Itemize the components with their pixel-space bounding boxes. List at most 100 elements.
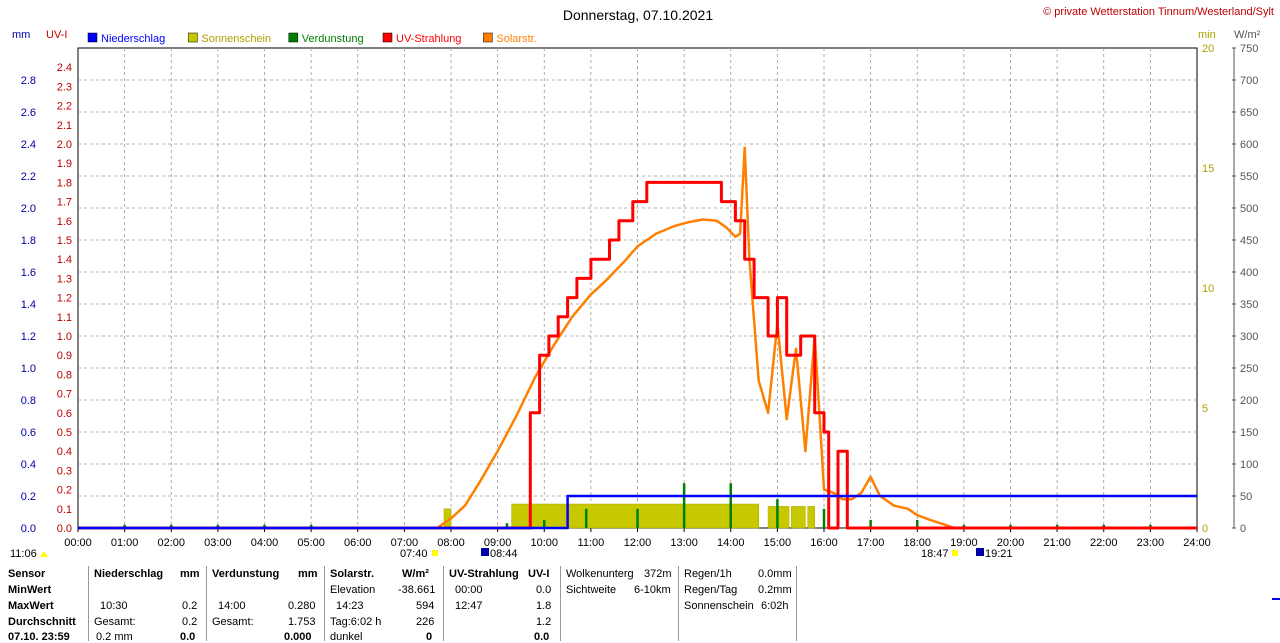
solar-unit: W/m²	[402, 568, 429, 580]
solar-cur-val: 0	[426, 631, 432, 643]
x-tick-label: 11:00	[578, 537, 605, 549]
legend-label: Sonnenschein	[201, 33, 271, 45]
solar-elev-label: Elevation	[330, 584, 375, 596]
verdunstung-unit: mm	[298, 568, 318, 580]
uv-tick-label: 1.3	[57, 273, 72, 285]
uv-tick-label: 1.8	[57, 177, 72, 189]
uv-tick-label: 1.7	[57, 197, 72, 209]
x-tick-label: 13:00	[670, 537, 698, 549]
wm2-tick-label: 500	[1240, 203, 1258, 215]
chart-grid	[78, 48, 1197, 528]
mm-tick-label: 1.8	[21, 235, 36, 247]
niederschlag-max-val: 0.2	[182, 600, 197, 612]
x-tick-label: 23:00	[1137, 537, 1165, 549]
copyright-text: © private Wetterstation Tinnum/Westerlan…	[1043, 6, 1274, 18]
uv-tick-label: 1.0	[57, 331, 72, 343]
solar-elev-val: -38.661	[398, 584, 435, 596]
unit-wm2: W/m²	[1234, 29, 1261, 41]
uv-max-time: 12:47	[455, 600, 483, 612]
legend-swatch	[383, 33, 392, 42]
uv-start-time: 08:44	[490, 548, 518, 560]
sunrise-icon	[432, 550, 438, 556]
x-tick-label: 17:00	[857, 537, 885, 549]
solar-day-label: Tag:6:02 h	[330, 616, 381, 628]
x-tick-label: 19:00	[950, 537, 978, 549]
x-tick-label: 15:00	[764, 537, 792, 549]
uv-tick-label: 0.2	[57, 485, 72, 497]
min-tick-label: 5	[1202, 403, 1208, 415]
x-tick-label: 04:00	[251, 537, 279, 549]
uv-end-icon	[976, 548, 984, 556]
niederschlag-sum-label: Gesamt:	[94, 616, 136, 628]
solar-cur-label: dunkel	[330, 631, 362, 643]
x-tick-label: 05:00	[297, 537, 325, 549]
niederschlag-cur-diff: 0.0	[180, 631, 195, 643]
uv-tick-label: 0.4	[57, 446, 72, 458]
legend-label: UV-Strahlung	[396, 33, 461, 45]
wm2-tick-label: 350	[1240, 299, 1258, 311]
sunshine-bar	[512, 504, 759, 528]
uv-tick-label: 1.5	[57, 235, 72, 247]
x-tick-label: 06:00	[344, 537, 372, 549]
uv-min-val: 0.0	[536, 584, 551, 596]
uv-tick-label: 1.2	[57, 293, 72, 305]
mm-tick-label: 1.4	[21, 299, 36, 311]
x-tick-label: 02:00	[157, 537, 185, 549]
wm2-tick-label: 250	[1240, 363, 1258, 375]
mm-tick-label: 0.0	[21, 523, 36, 535]
row-label-sensor: Sensor	[8, 568, 45, 580]
uv-tick-label: 1.4	[57, 254, 72, 266]
uv-tick-label: 2.2	[57, 101, 72, 113]
uv-tick-label: 0.7	[57, 389, 72, 401]
uv-tick-label: 1.1	[57, 312, 72, 324]
row-label-avg: Durchschnitt	[8, 616, 76, 628]
regen-tag-label: Regen/Tag	[684, 584, 737, 596]
wm2-tick-label: 400	[1240, 267, 1258, 279]
niederschlag-max-time: 10:30	[100, 600, 128, 612]
x-tick-label: 01:00	[111, 537, 139, 549]
x-tick-label: 12:00	[624, 537, 652, 549]
legend-swatch	[88, 33, 97, 42]
uv-tick-label: 0.5	[57, 427, 72, 439]
uv-end-time: 19:21	[985, 548, 1013, 560]
solar-header: Solarstr.	[330, 568, 374, 580]
uv-tick-label: 0.8	[57, 369, 72, 381]
uv-tick-label: 1.9	[57, 158, 72, 170]
wolken-val: 372m	[644, 568, 672, 580]
wm2-tick-label: 50	[1240, 491, 1252, 503]
legend-swatch	[188, 33, 197, 42]
mm-tick-label: 1.2	[21, 331, 36, 343]
verdunstung-max-val: 0.280	[288, 600, 316, 612]
regen-tag-val: 0.2mm	[758, 584, 792, 596]
regen-1h-val: 0.0mm	[758, 568, 792, 580]
weather-chart: Donnerstag, 07.10.2021 © private Wetters…	[0, 0, 1280, 562]
mm-tick-label: 2.0	[21, 203, 36, 215]
min-tick-label: 20	[1202, 43, 1214, 55]
x-tick-label: 16:00	[810, 537, 838, 549]
wm2-tick-label: 700	[1240, 75, 1258, 87]
sunshine-bar	[791, 506, 805, 528]
mm-tick-label: 0.2	[21, 491, 36, 503]
uv-tick-label: 0.0	[57, 523, 72, 535]
unit-mm: mm	[12, 29, 30, 41]
legend-label: Verdunstung	[302, 33, 364, 45]
wm2-tick-label: 150	[1240, 427, 1258, 439]
verdunstung-cur-diff: 0.000	[284, 631, 312, 643]
legend-label: Niederschlag	[101, 33, 165, 45]
solar-day-val: 226	[416, 616, 434, 628]
verdunstung-sum-label: Gesamt:	[212, 616, 254, 628]
wm2-tick-label: 600	[1240, 139, 1258, 151]
niederschlag-unit: mm	[180, 568, 200, 580]
unit-uv: UV-I	[46, 29, 67, 41]
summary-table: Sensor MinWert MaxWert Durchschnitt 07.1…	[0, 562, 1280, 641]
uv-tick-label: 2.3	[57, 81, 72, 93]
x-tick-label: 21:00	[1043, 537, 1071, 549]
wm2-tick-label: 550	[1240, 171, 1258, 183]
sichtweite-label: Sichtweite	[566, 584, 616, 596]
chart-title: Donnerstag, 07.10.2021	[563, 7, 713, 23]
verdunstung-max-time: 14:00	[218, 600, 246, 612]
wm2-tick-label: 300	[1240, 331, 1258, 343]
mm-tick-label: 0.6	[21, 427, 36, 439]
solar-max-time: 14:23	[336, 600, 364, 612]
unit-min: min	[1198, 29, 1216, 41]
